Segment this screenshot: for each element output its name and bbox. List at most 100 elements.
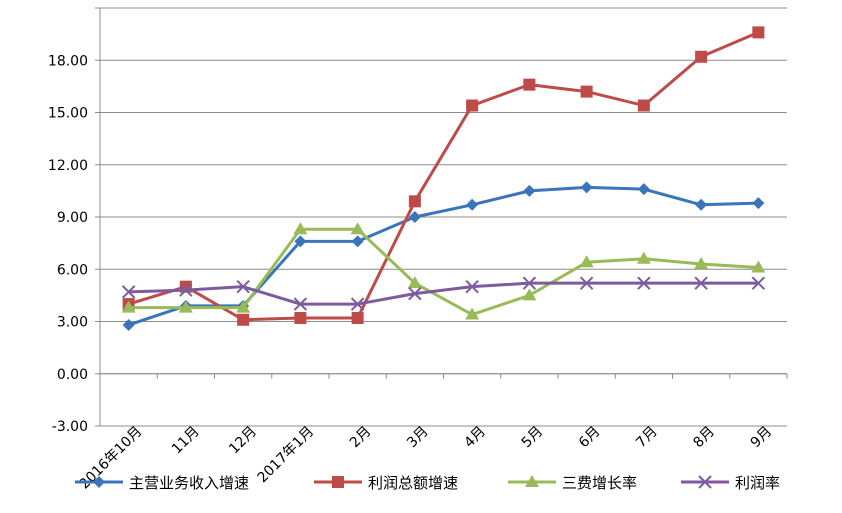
data-point-stroke bbox=[293, 297, 308, 311]
data-point bbox=[121, 285, 136, 299]
data-point bbox=[93, 476, 105, 488]
x-tick-label: 11月 bbox=[169, 424, 203, 458]
data-point bbox=[408, 195, 421, 208]
series-3 bbox=[121, 222, 766, 320]
legend: 主营业务收入增速 利润总额增速 三费增长率 利润率 bbox=[75, 474, 780, 492]
data-point bbox=[236, 279, 250, 294]
data-point bbox=[752, 26, 765, 39]
data-point bbox=[694, 276, 708, 290]
data-point bbox=[350, 222, 365, 235]
data-point bbox=[465, 307, 480, 320]
data-point bbox=[580, 181, 593, 194]
data-point bbox=[293, 222, 308, 235]
y-tick-label: 6.00 bbox=[57, 262, 88, 278]
data-point bbox=[179, 283, 193, 297]
x-tick-label: 2017年1月 bbox=[255, 424, 318, 487]
data-point bbox=[694, 257, 709, 270]
data-point bbox=[408, 286, 422, 301]
data-point bbox=[637, 276, 651, 290]
x-tick-label: 8月 bbox=[690, 424, 718, 452]
x-tick-label: 7月 bbox=[633, 424, 661, 452]
data-point bbox=[637, 99, 650, 112]
data-point-stroke bbox=[121, 285, 136, 299]
series-line bbox=[128, 281, 759, 306]
data-point bbox=[522, 288, 537, 301]
data-point bbox=[636, 251, 651, 264]
legend-item-4: 利润率 bbox=[681, 474, 780, 492]
series-line bbox=[128, 227, 759, 317]
data-point bbox=[407, 276, 422, 289]
series-4 bbox=[121, 276, 766, 311]
y-tick-label: -3.00 bbox=[52, 419, 88, 435]
data-point bbox=[178, 300, 193, 313]
data-point bbox=[579, 276, 594, 290]
data-point bbox=[236, 300, 251, 313]
data-point-stroke bbox=[698, 475, 712, 489]
x-tick-label: 5月 bbox=[519, 424, 547, 452]
x-tick-label: 3月 bbox=[404, 424, 432, 452]
data-point-stroke bbox=[179, 283, 193, 297]
y-tick-labels: -3.00 0.00 3.00 6.00 9.00 12.00 15.00 18.00 bbox=[48, 53, 88, 435]
data-point bbox=[294, 312, 307, 325]
data-point-stroke bbox=[408, 286, 422, 301]
legend-label: 利润率 bbox=[735, 474, 780, 492]
data-point bbox=[466, 99, 479, 112]
data-point-stroke bbox=[694, 276, 708, 290]
data-point bbox=[351, 235, 364, 248]
data-point bbox=[579, 255, 594, 268]
data-point bbox=[751, 260, 766, 273]
data-point-stroke bbox=[579, 276, 594, 290]
data-point bbox=[408, 211, 421, 223]
data-point-stroke bbox=[637, 276, 651, 290]
y-tick-label: 0.00 bbox=[57, 367, 88, 383]
legend-item-2: 利润总额增速 bbox=[314, 474, 458, 492]
data-point bbox=[580, 85, 593, 98]
legend-item-3: 三费增长率 bbox=[508, 474, 637, 492]
legend-label: 主营业务收入增速 bbox=[129, 474, 249, 492]
data-point bbox=[698, 475, 712, 489]
data-point-stroke bbox=[236, 279, 250, 294]
data-point bbox=[465, 279, 479, 294]
y-tick-label: 18.00 bbox=[48, 53, 88, 69]
x-tick-label: 9月 bbox=[748, 424, 776, 452]
data-point bbox=[752, 197, 765, 210]
data-point bbox=[637, 183, 650, 196]
y-tick-label: 12.00 bbox=[48, 158, 88, 174]
x-tick-label: 6月 bbox=[576, 424, 604, 452]
data-point-stroke bbox=[522, 276, 537, 290]
data-point-stroke bbox=[751, 276, 766, 290]
legend-item-1: 主营业务收入增速 bbox=[75, 474, 249, 492]
x-tick-label: 2月 bbox=[347, 424, 375, 452]
data-point bbox=[751, 276, 766, 290]
y-tick-label: 15.00 bbox=[48, 106, 88, 122]
data-point bbox=[695, 198, 708, 211]
legend-label: 三费增长率 bbox=[562, 474, 637, 492]
data-point-stroke bbox=[350, 297, 365, 311]
data-point bbox=[350, 297, 365, 311]
data-point bbox=[293, 297, 308, 311]
data-point bbox=[351, 312, 364, 325]
data-point bbox=[294, 235, 307, 248]
series-group bbox=[121, 26, 766, 331]
data-point bbox=[522, 276, 537, 290]
series-line bbox=[128, 185, 759, 327]
x-tick-label: 4月 bbox=[461, 424, 489, 452]
legend-label: 利润总额增速 bbox=[368, 474, 458, 492]
data-point bbox=[121, 300, 136, 313]
data-point bbox=[122, 318, 135, 331]
data-point bbox=[695, 50, 708, 63]
data-point-stroke bbox=[465, 279, 479, 294]
series-line bbox=[128, 31, 759, 322]
data-point bbox=[523, 78, 536, 91]
y-tick-label: 9.00 bbox=[57, 210, 88, 226]
x-tick-label: 12月 bbox=[226, 424, 260, 458]
data-point bbox=[332, 476, 344, 488]
data-point bbox=[525, 475, 539, 487]
series-2 bbox=[122, 26, 765, 326]
axes bbox=[95, 7, 788, 427]
data-point bbox=[466, 198, 479, 211]
data-point bbox=[523, 184, 536, 197]
data-point bbox=[237, 313, 250, 326]
y-tick-label: 3.00 bbox=[57, 315, 88, 331]
